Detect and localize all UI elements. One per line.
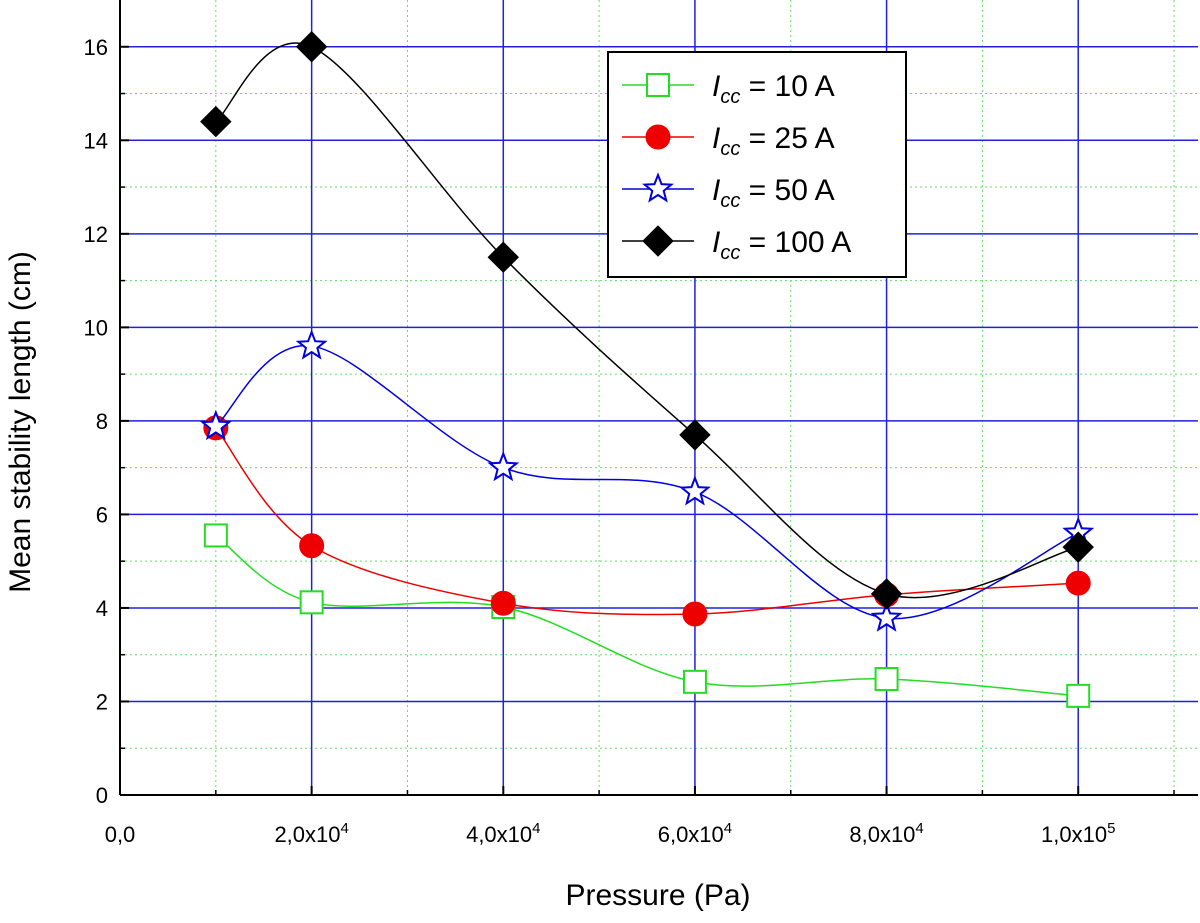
y-tick-label: 4 — [96, 596, 108, 621]
axes — [119, 0, 1198, 796]
legend-label: Icc = 25 A — [712, 122, 835, 160]
x-tick-label: 8,0x104 — [849, 820, 923, 847]
x-tick-label: 1,0x105 — [1041, 820, 1115, 847]
data-point-1 — [299, 533, 325, 559]
legend-item-0: Icc = 10 A — [622, 70, 835, 108]
series-line-2 — [215, 345, 1079, 620]
series-1 — [203, 415, 1091, 627]
y-tick-label: 10 — [84, 315, 108, 340]
data-point-2 — [295, 329, 328, 360]
x-tick-label: 6,0x104 — [658, 820, 732, 847]
data-point-0 — [203, 523, 228, 548]
data-point-1 — [682, 601, 708, 627]
data-point-0 — [682, 669, 707, 694]
series-line-0 — [215, 534, 1079, 697]
legend-marker — [645, 124, 671, 150]
legend: Icc = 10 A Icc = 25 A Icc = 50 A Icc = 100 … — [607, 51, 907, 278]
legend-item-3: Icc = 100 A — [622, 225, 851, 264]
tick-labels: 0 2 4 6 8 10 12 14 16 0,0 2,0x104 4,0x104 6,0x104 8,0… — [84, 35, 1116, 847]
data-point-0 — [1066, 683, 1091, 708]
data-point-3 — [200, 105, 232, 138]
series-layer — [199, 31, 1095, 708]
legend-marker — [642, 172, 674, 203]
y-tick-label: 0 — [96, 783, 108, 808]
data-point-1 — [1065, 570, 1091, 596]
y-tick-label: 8 — [96, 409, 108, 434]
series-0 — [203, 523, 1091, 708]
data-point-3 — [487, 241, 519, 273]
x-tick-label: 0,0 — [105, 822, 136, 847]
data-point-2 — [199, 409, 232, 441]
legend-label: Icc = 50 A — [712, 174, 835, 212]
y-axis-label: Mean stability length (cm) — [4, 251, 37, 593]
x-axis-label: Pressure (Pa) — [565, 879, 750, 912]
data-point-0 — [874, 667, 899, 692]
legend-item-1: Icc = 25 A — [622, 122, 835, 160]
y-tick-label: 16 — [84, 35, 108, 60]
data-point-3 — [870, 578, 903, 610]
legend-marker — [642, 225, 674, 257]
legend-label: Icc = 10 A — [712, 70, 835, 108]
y-tick-label: 14 — [84, 128, 108, 153]
data-point-3 — [679, 419, 711, 451]
y-tick-label: 6 — [96, 502, 108, 527]
data-point-1 — [490, 590, 516, 616]
x-tick-label: 2,0x104 — [274, 820, 348, 847]
data-point-0 — [299, 590, 324, 615]
series-3 — [200, 31, 1094, 610]
y-tick-label: 12 — [84, 222, 108, 247]
data-point-3 — [295, 31, 328, 63]
y-tick-label: 2 — [96, 689, 108, 714]
data-point-3 — [1062, 531, 1094, 563]
legend-item-2: Icc = 50 A — [622, 172, 835, 212]
data-point-2 — [870, 601, 903, 632]
data-point-2 — [487, 450, 520, 482]
legend-marker — [646, 73, 670, 97]
x-tick-label: 4,0x104 — [466, 820, 540, 847]
data-point-2 — [678, 475, 711, 506]
series-2 — [199, 329, 1095, 632]
series-line-1 — [215, 427, 1079, 616]
legend-label: Icc = 100 A — [712, 226, 851, 264]
